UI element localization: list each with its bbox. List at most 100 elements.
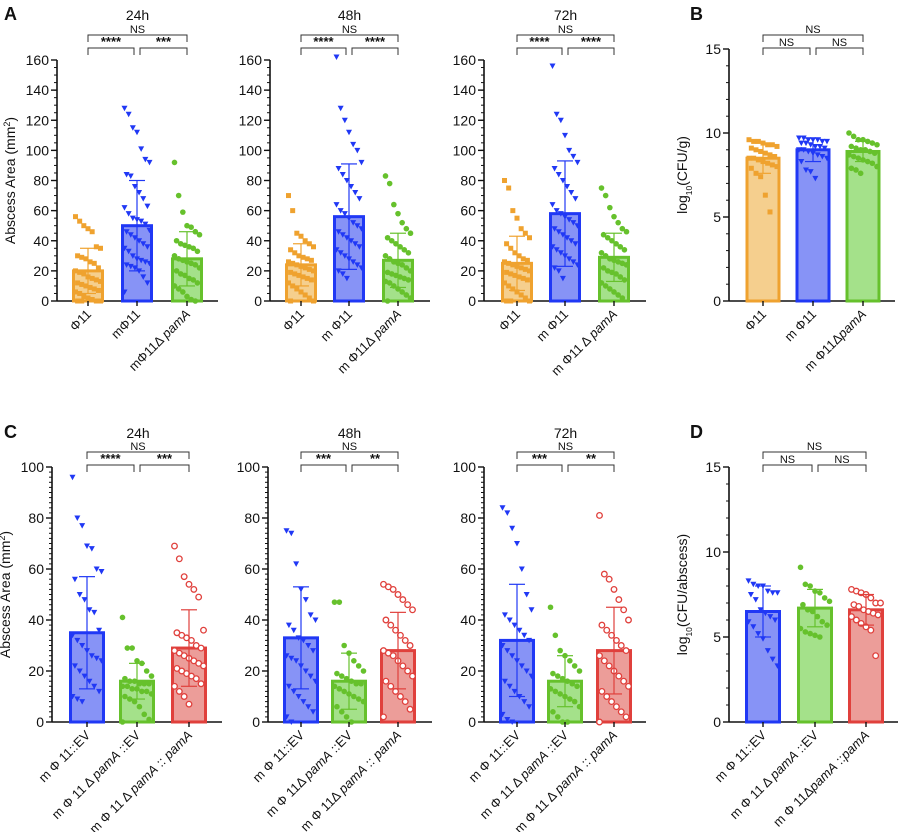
- data-point: [598, 280, 605, 286]
- data-point: [75, 280, 81, 286]
- data-point: [192, 228, 199, 235]
- data-point: [185, 580, 193, 588]
- data-point: [333, 247, 340, 253]
- data-point: [352, 190, 359, 196]
- data-point: [343, 675, 350, 682]
- panel-title: 48h: [338, 7, 361, 23]
- text-part: 2: [0, 536, 7, 541]
- significance-bracket: [87, 47, 135, 55]
- data-point: [146, 716, 152, 723]
- data-point: [121, 205, 128, 211]
- data-point: [144, 244, 151, 250]
- data-point: [406, 705, 414, 713]
- text-part: m Φ 11 Δ: [511, 786, 561, 832]
- significance-label: ****: [365, 34, 386, 49]
- data-point: [311, 268, 316, 274]
- data-point: [877, 599, 884, 607]
- data-point: [564, 678, 571, 684]
- data-point: [288, 530, 295, 537]
- significance-label: NS: [558, 24, 573, 36]
- data-point: [144, 280, 151, 286]
- data-point: [604, 234, 611, 241]
- panel-title: 48h: [338, 425, 361, 441]
- data-point: [796, 147, 802, 153]
- data-point: [355, 696, 362, 702]
- data-point: [617, 708, 625, 716]
- data-point: [554, 714, 561, 720]
- data-point: [339, 232, 346, 238]
- data-point: [551, 165, 558, 172]
- data-point: [562, 132, 568, 139]
- data-point: [338, 709, 345, 715]
- y-tick-label: 60: [246, 203, 262, 219]
- data-point: [802, 581, 809, 588]
- y-tick-label: 0: [36, 714, 44, 730]
- data-point: [77, 218, 83, 224]
- data-point: [395, 210, 401, 217]
- data-point: [623, 228, 630, 235]
- data-point: [384, 298, 391, 304]
- data-point: [874, 141, 880, 148]
- data-point: [567, 696, 573, 702]
- data-point: [518, 265, 524, 271]
- data-point: [335, 268, 342, 274]
- data-point: [180, 209, 186, 215]
- x-tick-label: Φ11: [67, 307, 94, 334]
- significance-bracket: [86, 464, 135, 472]
- data-point: [142, 259, 149, 265]
- data-point: [334, 670, 340, 677]
- data-point: [518, 663, 525, 669]
- data-point: [81, 223, 87, 229]
- data-point: [797, 625, 804, 632]
- data-point: [613, 271, 619, 277]
- data-point: [127, 263, 134, 270]
- data-point: [605, 662, 613, 670]
- data-point: [77, 269, 83, 275]
- data-point: [613, 240, 619, 247]
- significance-bracket: [351, 464, 399, 472]
- data-point: [814, 152, 821, 158]
- data-point: [620, 606, 628, 614]
- data-point: [98, 569, 105, 575]
- data-point: [511, 622, 518, 629]
- data-point: [134, 129, 140, 136]
- data-point: [138, 218, 145, 225]
- data-point: [98, 658, 105, 664]
- y-tick-label: 60: [33, 203, 49, 219]
- data-point: [769, 656, 776, 663]
- text-part: ::EV: [325, 727, 356, 758]
- data-point: [765, 142, 771, 148]
- data-point: [175, 286, 182, 292]
- data-point: [355, 663, 362, 669]
- y-tick-label: 140: [239, 82, 263, 98]
- data-point: [74, 696, 81, 703]
- text-part: Φ11: [67, 307, 94, 334]
- group-1: m Φ11: [781, 135, 831, 344]
- data-point: [121, 289, 128, 295]
- group-0: Φ11: [280, 193, 317, 334]
- data-point: [807, 142, 814, 148]
- data-point: [509, 719, 516, 725]
- text-part: m Φ11 Δ: [548, 331, 596, 379]
- data-point: [336, 686, 343, 692]
- panel-title: 72h: [554, 7, 577, 23]
- text-part: Φ11: [280, 307, 307, 334]
- data-point: [814, 613, 821, 620]
- data-point: [124, 645, 131, 651]
- data-point: [499, 711, 506, 718]
- data-point: [576, 668, 583, 674]
- data-point: [125, 111, 132, 118]
- data-point: [333, 202, 340, 208]
- data-point: [197, 644, 205, 652]
- data-point: [294, 262, 300, 268]
- data-point: [175, 192, 182, 199]
- data-point: [98, 298, 103, 304]
- data-point: [79, 699, 86, 705]
- data-point: [356, 196, 363, 202]
- data-point: [89, 275, 95, 281]
- data-point: [862, 147, 869, 153]
- y-tick-label: 140: [26, 82, 50, 98]
- data-point: [310, 648, 317, 654]
